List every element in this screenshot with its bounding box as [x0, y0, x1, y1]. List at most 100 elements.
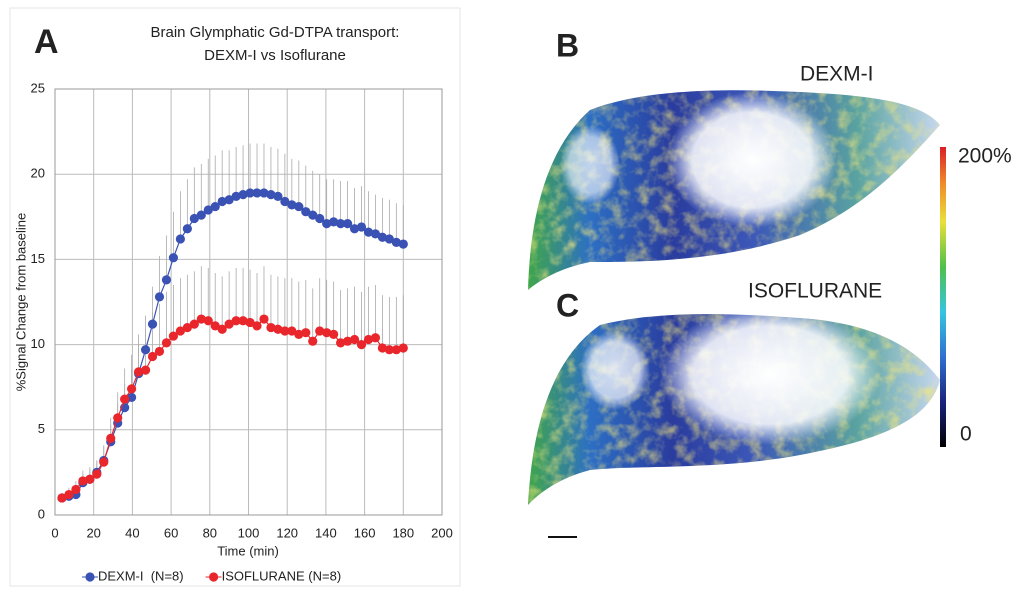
data-point	[301, 207, 311, 217]
data-point	[245, 188, 255, 198]
data-point	[182, 322, 192, 333]
data-point	[391, 345, 401, 355]
colorbar-label: 200%	[958, 145, 1012, 168]
data-point	[398, 239, 408, 249]
data-point	[189, 319, 199, 329]
data-point	[322, 328, 332, 338]
colorbar	[940, 147, 946, 447]
data-point	[175, 326, 185, 336]
data-point	[140, 345, 151, 355]
data-point	[238, 190, 248, 200]
series-line	[61, 318, 404, 499]
data-point	[245, 317, 255, 328]
data-point	[259, 188, 269, 198]
data-point	[287, 200, 297, 210]
data-point	[238, 316, 248, 326]
data-point	[203, 205, 213, 215]
data-point	[57, 493, 67, 503]
data-point	[113, 413, 123, 423]
x-tick-label: 80	[203, 525, 217, 540]
data-point	[315, 213, 325, 224]
data-point	[154, 346, 165, 357]
series-line	[61, 192, 404, 499]
data-point	[217, 196, 227, 207]
data-point	[329, 217, 339, 227]
legend-label: DEXM-I (N=8)	[98, 568, 184, 583]
data-point	[349, 224, 360, 234]
y-tick-label: 10	[31, 336, 45, 351]
data-point	[280, 196, 290, 207]
data-point	[217, 324, 227, 334]
data-point	[231, 316, 241, 326]
data-point	[168, 253, 179, 263]
data-point	[322, 219, 332, 229]
data-point	[336, 338, 346, 348]
data-point	[273, 324, 283, 334]
chart-title: Brain Glymphatic Gd-DTPA transport:	[151, 24, 400, 41]
data-point	[356, 222, 367, 232]
x-tick-label: 140	[315, 525, 337, 540]
data-point	[127, 384, 137, 394]
data-point	[294, 201, 304, 212]
data-point	[363, 227, 374, 237]
data-point	[266, 322, 276, 333]
data-point	[356, 340, 367, 350]
data-point	[391, 237, 401, 247]
y-tick-label: 0	[38, 506, 45, 521]
chart-subtitle: DEXM-I vs Isoflurane	[204, 47, 346, 64]
data-point	[349, 334, 360, 345]
y-tick-label: 5	[38, 421, 45, 436]
image-b	[528, 90, 940, 290]
image-label: DEXM-I	[800, 63, 874, 86]
data-point	[370, 333, 381, 343]
x-tick-label: 180	[392, 525, 414, 540]
data-point	[64, 489, 74, 500]
data-point	[231, 191, 241, 201]
data-point	[342, 336, 353, 346]
data-point	[168, 331, 179, 341]
data-point	[252, 188, 262, 198]
data-point	[377, 232, 388, 242]
data-point	[196, 210, 206, 220]
data-point	[315, 326, 325, 336]
data-point	[147, 319, 158, 329]
data-point	[92, 469, 102, 479]
panel-frame	[9, 7, 461, 587]
x-tick-label: 120	[276, 525, 298, 540]
data-point	[78, 476, 88, 486]
data-point	[301, 328, 311, 338]
chart-a: 0 5 10 15 20 25 0 20 40 60 80 100 120 140 160 180 200 DEX…	[31, 80, 453, 583]
x-axis-label: Time (min)	[217, 543, 279, 558]
data-point	[224, 319, 234, 329]
y-tick-label: 20	[31, 166, 45, 181]
data-point	[398, 343, 408, 353]
data-point	[308, 336, 318, 346]
data-point	[175, 234, 185, 244]
data-point	[154, 292, 165, 302]
data-point	[370, 229, 381, 239]
data-point	[224, 195, 234, 205]
x-tick-label: 20	[86, 525, 100, 540]
data-point	[252, 321, 262, 331]
image-label: ISOFLURANE	[748, 280, 882, 303]
data-point	[384, 234, 394, 244]
data-point	[106, 433, 116, 443]
data-point	[280, 326, 290, 336]
data-point	[287, 326, 297, 336]
x-tick-label: 100	[238, 525, 260, 540]
data-point	[336, 219, 346, 229]
data-point	[203, 316, 213, 326]
data-point	[189, 213, 199, 224]
y-axis-label: %Signal Change from baseline	[13, 213, 28, 392]
data-point	[308, 210, 318, 220]
colorbar-label: 0	[960, 423, 972, 446]
y-tick-label: 15	[31, 251, 45, 266]
x-tick-label: 200	[431, 525, 453, 540]
data-point	[384, 345, 394, 355]
data-point	[71, 484, 81, 495]
data-point	[266, 190, 276, 200]
data-point	[127, 392, 137, 403]
data-point	[210, 201, 220, 212]
data-point	[259, 314, 269, 324]
data-point	[342, 219, 353, 229]
